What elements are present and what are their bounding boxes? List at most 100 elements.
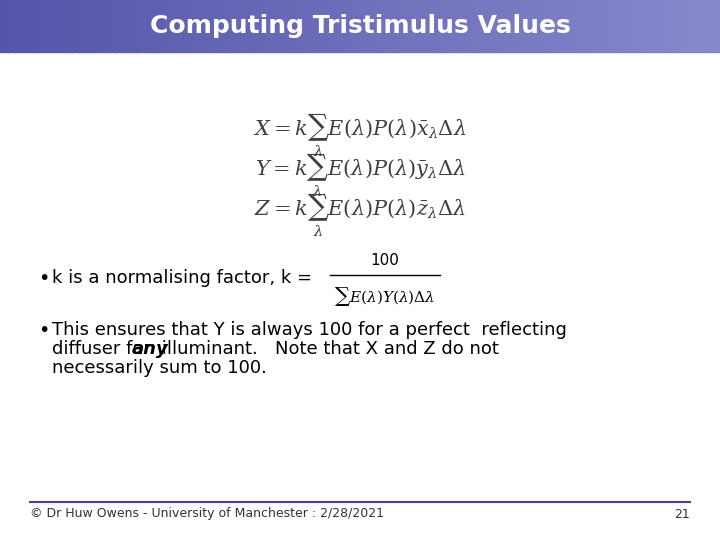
- Bar: [410, 0, 418, 52]
- Bar: [36, 0, 44, 52]
- Text: •: •: [38, 268, 50, 287]
- Bar: [223, 0, 231, 52]
- Bar: [533, 0, 541, 52]
- Text: 100: 100: [371, 253, 400, 268]
- Bar: [497, 0, 505, 52]
- Bar: [166, 0, 174, 52]
- Bar: [590, 0, 598, 52]
- Bar: [562, 0, 570, 52]
- Bar: [144, 0, 152, 52]
- Bar: [108, 0, 116, 52]
- Bar: [382, 0, 390, 52]
- Text: $\sum E(\lambda)Y(\lambda)\Delta\lambda$: $\sum E(\lambda)Y(\lambda)\Delta\lambda$: [335, 285, 436, 308]
- Bar: [238, 0, 246, 52]
- Bar: [302, 0, 310, 52]
- Text: This ensures that Y is always 100 for a perfect  reflecting: This ensures that Y is always 100 for a …: [52, 321, 567, 339]
- Bar: [65, 0, 73, 52]
- Bar: [418, 0, 426, 52]
- Bar: [0, 0, 8, 52]
- Text: illuminant.   Note that X and Z do not: illuminant. Note that X and Z do not: [156, 340, 499, 358]
- Text: $X = k\sum_{\lambda} E(\lambda)P(\lambda)\bar{x}_{\lambda}\Delta\lambda$: $X = k\sum_{\lambda} E(\lambda)P(\lambda…: [253, 111, 467, 159]
- Text: •: •: [38, 321, 50, 340]
- Bar: [547, 0, 555, 52]
- Bar: [29, 0, 37, 52]
- Bar: [137, 0, 145, 52]
- Bar: [684, 0, 692, 52]
- Bar: [425, 0, 433, 52]
- Bar: [310, 0, 318, 52]
- Text: © Dr Huw Owens - University of Manchester : 2/28/2021: © Dr Huw Owens - University of Mancheste…: [30, 508, 384, 521]
- Bar: [245, 0, 253, 52]
- Text: necessarily sum to 100.: necessarily sum to 100.: [52, 359, 267, 377]
- Bar: [202, 0, 210, 52]
- Bar: [511, 0, 519, 52]
- Bar: [713, 0, 720, 52]
- Bar: [641, 0, 649, 52]
- Bar: [360, 0, 368, 52]
- Bar: [662, 0, 670, 52]
- Text: $Y = k\sum_{\lambda} E(\lambda)P(\lambda)\bar{y}_{\lambda}\Delta\lambda$: $Y = k\sum_{\lambda} E(\lambda)P(\lambda…: [254, 151, 466, 199]
- Bar: [266, 0, 274, 52]
- Bar: [180, 0, 188, 52]
- Bar: [396, 0, 404, 52]
- Bar: [288, 0, 296, 52]
- Bar: [540, 0, 548, 52]
- Bar: [475, 0, 483, 52]
- Bar: [446, 0, 454, 52]
- Text: Computing Tristimulus Values: Computing Tristimulus Values: [150, 14, 570, 38]
- Bar: [403, 0, 411, 52]
- Bar: [648, 0, 656, 52]
- Bar: [230, 0, 238, 52]
- Bar: [490, 0, 498, 52]
- Bar: [338, 0, 346, 52]
- Bar: [173, 0, 181, 52]
- Bar: [331, 0, 339, 52]
- Bar: [353, 0, 361, 52]
- Bar: [670, 0, 678, 52]
- Text: k is a normalising factor, k =: k is a normalising factor, k =: [52, 269, 318, 287]
- Text: diffuser for: diffuser for: [52, 340, 157, 358]
- Bar: [454, 0, 462, 52]
- Bar: [504, 0, 512, 52]
- Bar: [58, 0, 66, 52]
- Bar: [468, 0, 476, 52]
- Bar: [130, 0, 138, 52]
- Bar: [86, 0, 94, 52]
- Bar: [259, 0, 267, 52]
- Bar: [389, 0, 397, 52]
- Bar: [598, 0, 606, 52]
- Bar: [605, 0, 613, 52]
- Bar: [324, 0, 332, 52]
- Bar: [526, 0, 534, 52]
- Bar: [482, 0, 490, 52]
- Bar: [194, 0, 202, 52]
- Bar: [432, 0, 440, 52]
- Bar: [677, 0, 685, 52]
- Bar: [216, 0, 224, 52]
- Bar: [374, 0, 382, 52]
- Bar: [274, 0, 282, 52]
- Text: 21: 21: [674, 508, 690, 521]
- Bar: [115, 0, 123, 52]
- Bar: [439, 0, 447, 52]
- Bar: [634, 0, 642, 52]
- Bar: [619, 0, 627, 52]
- Bar: [209, 0, 217, 52]
- Bar: [79, 0, 87, 52]
- Bar: [317, 0, 325, 52]
- Bar: [461, 0, 469, 52]
- Bar: [252, 0, 260, 52]
- Bar: [554, 0, 562, 52]
- Bar: [626, 0, 634, 52]
- Bar: [367, 0, 375, 52]
- Bar: [698, 0, 706, 52]
- Bar: [281, 0, 289, 52]
- Bar: [583, 0, 591, 52]
- Bar: [612, 0, 620, 52]
- Bar: [122, 0, 130, 52]
- Bar: [14, 0, 22, 52]
- Bar: [50, 0, 58, 52]
- Bar: [7, 0, 15, 52]
- Bar: [518, 0, 526, 52]
- Bar: [151, 0, 159, 52]
